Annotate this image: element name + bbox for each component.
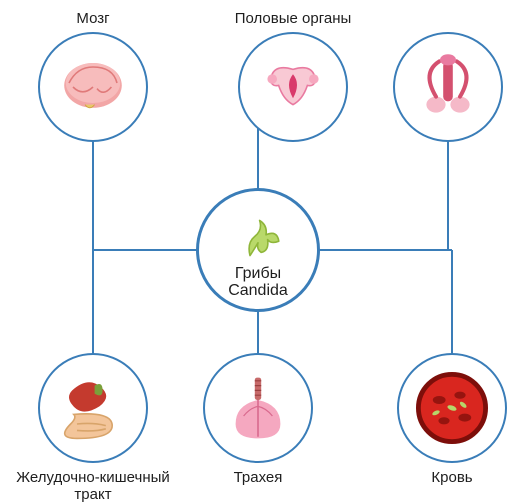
node-genitalF — [238, 32, 348, 142]
label-brain: Мозг — [3, 10, 183, 27]
node-brain — [38, 32, 148, 142]
node-blood — [397, 353, 507, 463]
label-blood: Кровь — [362, 469, 517, 486]
node-genitalM — [393, 32, 503, 142]
node-gi — [38, 353, 148, 463]
label-genitalF: Половые органы — [203, 10, 383, 27]
center-label: Грибы Candida — [198, 266, 318, 300]
label-gi: Желудочно-кишечный тракт — [3, 469, 183, 504]
label-trachea: Трахея — [168, 469, 348, 486]
node-trachea — [203, 353, 313, 463]
